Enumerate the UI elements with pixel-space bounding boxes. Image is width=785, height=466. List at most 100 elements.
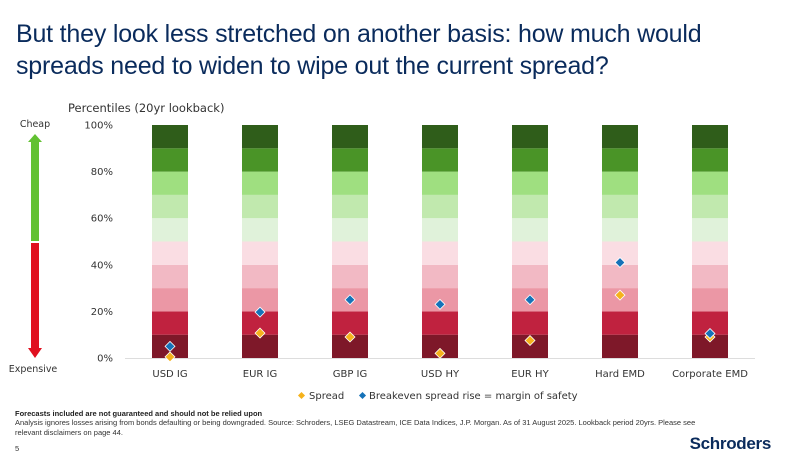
percentile-band [332, 171, 368, 195]
percentile-band [692, 194, 728, 219]
percentile-band [512, 218, 548, 242]
percentile-band [692, 148, 728, 172]
percentile-band [692, 125, 728, 149]
breakeven-point [254, 306, 266, 318]
percentile-band [512, 125, 548, 149]
percentile-band [152, 311, 188, 335]
percentile-band [602, 241, 638, 265]
bar-eur-hy [512, 125, 548, 358]
percentile-band [692, 241, 728, 265]
percentile-band [602, 171, 638, 195]
percentile-band [332, 334, 368, 358]
percentile-band [332, 148, 368, 172]
percentile-band [422, 311, 458, 335]
chart-subtitle: Percentiles (20yr lookback) [68, 101, 224, 115]
bar-usd-ig [152, 125, 188, 358]
percentile-band [422, 334, 458, 358]
expensive-label: Expensive [9, 364, 58, 375]
y-tick-label: 60% [91, 214, 113, 225]
percentile-band [242, 311, 278, 335]
legend-spread-marker [297, 391, 306, 400]
percentile-band [422, 218, 458, 242]
percentile-band [692, 311, 728, 335]
percentile-band [692, 334, 728, 358]
percentile-band [512, 194, 548, 219]
bar-hard-emd [602, 125, 638, 358]
percentile-band [332, 264, 368, 289]
bar-gbp-ig [332, 125, 368, 358]
breakeven-point [434, 298, 446, 310]
breakeven-point [614, 256, 626, 268]
percentile-band [152, 194, 188, 219]
schroders-logo: Schroders [689, 434, 772, 453]
percentile-band [512, 334, 548, 358]
percentile-band [152, 241, 188, 265]
percentile-band [242, 148, 278, 172]
spread-point [254, 327, 266, 339]
percentile-band [242, 334, 278, 358]
percentile-band [422, 171, 458, 195]
x-tick-label: USD HY [421, 369, 460, 380]
percentile-band [422, 264, 458, 289]
percentile-band [692, 264, 728, 289]
percentile-band [152, 171, 188, 195]
breakeven-point [524, 294, 536, 306]
percentile-band [242, 218, 278, 242]
spread-point [614, 289, 626, 301]
x-tick-label: GBP IG [333, 369, 368, 380]
percentile-band [692, 288, 728, 312]
percentile-band [242, 171, 278, 195]
y-tick-label: 80% [91, 167, 113, 178]
percentile-band [332, 241, 368, 265]
percentile-band [692, 171, 728, 195]
y-tick-label: 0% [97, 354, 113, 365]
percentile-band [602, 264, 638, 289]
percentile-band [332, 311, 368, 335]
percentile-band [422, 194, 458, 219]
legend-breakeven-marker [358, 391, 367, 400]
expensive-arrow-icon [28, 243, 42, 358]
x-tick-label: EUR HY [511, 369, 549, 380]
percentile-band [512, 171, 548, 195]
percentile-band [512, 148, 548, 172]
bar-corporate-emd [692, 125, 728, 358]
slide-title: But they look less stretched on another … [16, 20, 702, 80]
percentile-band [242, 288, 278, 312]
breakeven-point [164, 340, 176, 352]
breakeven-point [344, 294, 356, 306]
spread-point [524, 335, 536, 347]
legend-breakeven-label: Breakeven spread rise = margin of safety [369, 391, 578, 402]
percentile-band [602, 334, 638, 358]
percentile-band [602, 218, 638, 242]
percentile-band [242, 125, 278, 149]
percentile-band [512, 241, 548, 265]
legend: Spread Breakeven spread rise = margin of… [297, 391, 578, 402]
forecast-disclaimer: Forecasts included are not guaranteed an… [15, 409, 263, 418]
page-number: 5 [15, 444, 20, 453]
x-tick-label: Corporate EMD [672, 369, 748, 380]
percentile-band [332, 218, 368, 242]
spread-point [164, 351, 176, 363]
y-tick-label: 100% [84, 121, 113, 132]
spread-point [434, 347, 446, 359]
bar-usd-hy [422, 125, 458, 358]
percentile-band [242, 194, 278, 219]
breakeven-point [704, 328, 716, 340]
percentile-band [242, 264, 278, 289]
percentile-band [152, 125, 188, 149]
percentile-band [422, 148, 458, 172]
percentile-band [692, 218, 728, 242]
x-tick-label: USD IG [152, 369, 187, 380]
percentile-band [512, 264, 548, 289]
percentile-band [152, 218, 188, 242]
percentile-band [242, 241, 278, 265]
percentile-band [602, 311, 638, 335]
percentile-band [602, 194, 638, 219]
source-note: Analysis ignores losses arising from bon… [15, 418, 696, 437]
bar-eur-ig [242, 125, 278, 358]
cheap-label: Cheap [20, 119, 50, 130]
x-tick-label: Hard EMD [595, 369, 645, 380]
legend-spread-label: Spread [309, 391, 344, 402]
percentile-band [602, 125, 638, 149]
